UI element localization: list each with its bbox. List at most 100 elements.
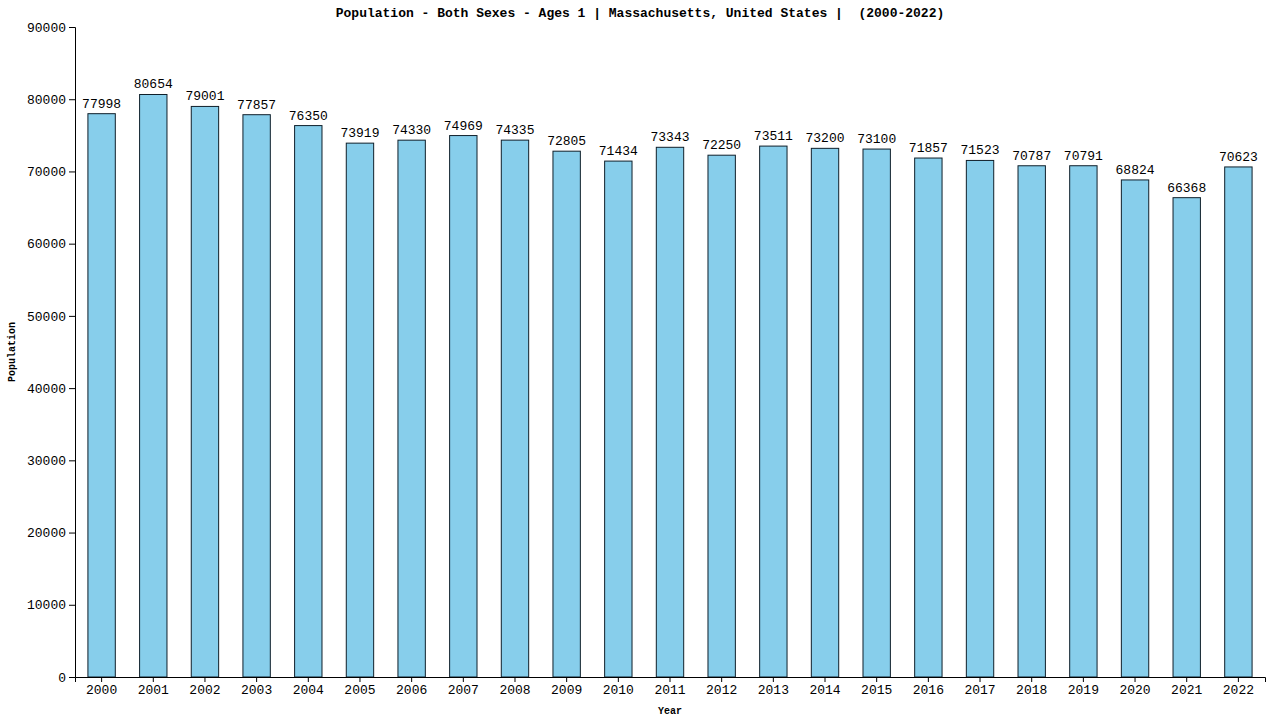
x-tick: 2014: [809, 677, 840, 698]
x-tick-mark: [101, 677, 102, 682]
x-tick-label: 2013: [758, 683, 789, 698]
x-tick-mark: [359, 677, 360, 682]
x-tick-mark: [980, 677, 981, 682]
y-tick-mark: [69, 244, 75, 245]
x-tick-label: 2005: [344, 683, 375, 698]
x-tick-label: 2021: [1171, 683, 1202, 698]
y-tick: 40000: [27, 382, 75, 397]
x-tick-label: 2007: [448, 683, 479, 698]
y-tick-mark: [69, 677, 75, 678]
x-tick-label: 2018: [1016, 683, 1047, 698]
x-tick-label: 2006: [396, 683, 427, 698]
x-tick: 2000: [86, 677, 117, 698]
y-tick-mark: [69, 99, 75, 100]
x-axis-title: Year: [658, 706, 682, 717]
y-tick-mark: [69, 171, 75, 172]
data-label: 73919: [340, 126, 379, 141]
bar: [295, 126, 322, 677]
x-tick-label: 2020: [1119, 683, 1150, 698]
bar: [398, 140, 425, 677]
x-tick: 2015: [861, 677, 892, 698]
y-tick-label: 20000: [27, 526, 66, 541]
data-label: 70791: [1064, 149, 1103, 164]
title: Population - Both Sexes - Ages 1 | Massa…: [336, 6, 945, 21]
x-tick-mark: [773, 677, 774, 682]
data-label: 72805: [547, 134, 586, 149]
x-tick-mark: [256, 677, 257, 682]
x-tick-mark: [1083, 677, 1084, 682]
chart: 7799880654790017785776350739197433074969…: [0, 0, 1280, 720]
data-label: 79001: [185, 89, 224, 104]
x-tick-label: 2012: [706, 683, 737, 698]
x-tick: 2006: [396, 677, 427, 698]
x-tick: 2012: [706, 677, 737, 698]
bar: [88, 114, 115, 677]
data-label: 71523: [961, 143, 1000, 158]
y-tick-mark: [69, 316, 75, 317]
y-tick-label: 70000: [27, 165, 66, 180]
x-tick: 2019: [1068, 677, 1099, 698]
x-tick: 2001: [138, 677, 169, 698]
y-tick: 30000: [27, 454, 75, 469]
data-label: 72250: [702, 138, 741, 153]
x-tick: 2017: [964, 677, 995, 698]
data-label: 70623: [1219, 150, 1258, 165]
data-label: 66368: [1167, 181, 1206, 196]
y-tick-mark: [69, 533, 75, 534]
x-tick-mark: [1135, 677, 1136, 682]
y-tick-mark: [69, 27, 75, 28]
data-label: 73100: [857, 132, 896, 147]
y-axis: 0100002000030000400005000060000700008000…: [27, 21, 76, 686]
x-tick-mark: [1238, 677, 1239, 682]
x-tick-mark: [825, 677, 826, 682]
y-tick: 10000: [27, 598, 75, 613]
bar: [966, 160, 993, 677]
x-tick-label: 2019: [1068, 683, 1099, 698]
x-tick-label: 2008: [499, 683, 530, 698]
bars: [88, 94, 1252, 677]
x-tick: 2018: [1016, 677, 1047, 698]
x-tick: 2009: [551, 677, 582, 698]
y-tick-label: 90000: [27, 21, 66, 36]
y-tick: 60000: [27, 237, 75, 252]
y-tick-label: 10000: [27, 598, 66, 613]
x-tick-mark: [204, 677, 205, 682]
x-tick-mark: [1031, 677, 1032, 682]
y-tick-label: 80000: [27, 93, 66, 108]
bar: [140, 94, 167, 677]
x-axis: 2000 2001 2002 2003 2004 2005 2006 2007 2008 2009…: [76, 677, 1266, 698]
bar: [811, 148, 838, 677]
data-label: 70787: [1012, 149, 1051, 164]
x-tick-label: 2004: [293, 683, 324, 698]
data-label: 68824: [1116, 163, 1155, 178]
bar: [863, 149, 890, 677]
x-tick: 2003: [241, 677, 272, 698]
bar: [760, 146, 787, 677]
data-label: 77857: [237, 98, 276, 113]
x-tick: 2022: [1223, 677, 1254, 698]
x-tick: 2002: [189, 677, 220, 698]
data-label: 77998: [82, 97, 121, 112]
x-tick-mark: [928, 677, 929, 682]
bar: [1018, 166, 1045, 677]
x-tick-label: 2009: [551, 683, 582, 698]
data-label: 74330: [392, 123, 431, 138]
y-tick-mark: [69, 605, 75, 606]
x-tick: 2010: [603, 677, 634, 698]
y-tick-label: 40000: [27, 382, 66, 397]
x-tick-mark: [308, 677, 309, 682]
bar: [191, 106, 218, 677]
y-tick-mark: [69, 388, 75, 389]
bar: [1173, 198, 1200, 677]
data-label: 71857: [909, 141, 948, 156]
x-tick-label: 2016: [913, 683, 944, 698]
x-tick-label: 2015: [861, 683, 892, 698]
bar: [605, 161, 632, 677]
x-tick-mark: [153, 677, 154, 682]
x-tick-label: 2017: [964, 683, 995, 698]
bar: [553, 151, 580, 677]
x-tick-label: 2000: [86, 683, 117, 698]
data-label: 73200: [806, 131, 845, 146]
x-tick-mark: [566, 677, 567, 682]
x-tick: 2021: [1171, 677, 1202, 698]
